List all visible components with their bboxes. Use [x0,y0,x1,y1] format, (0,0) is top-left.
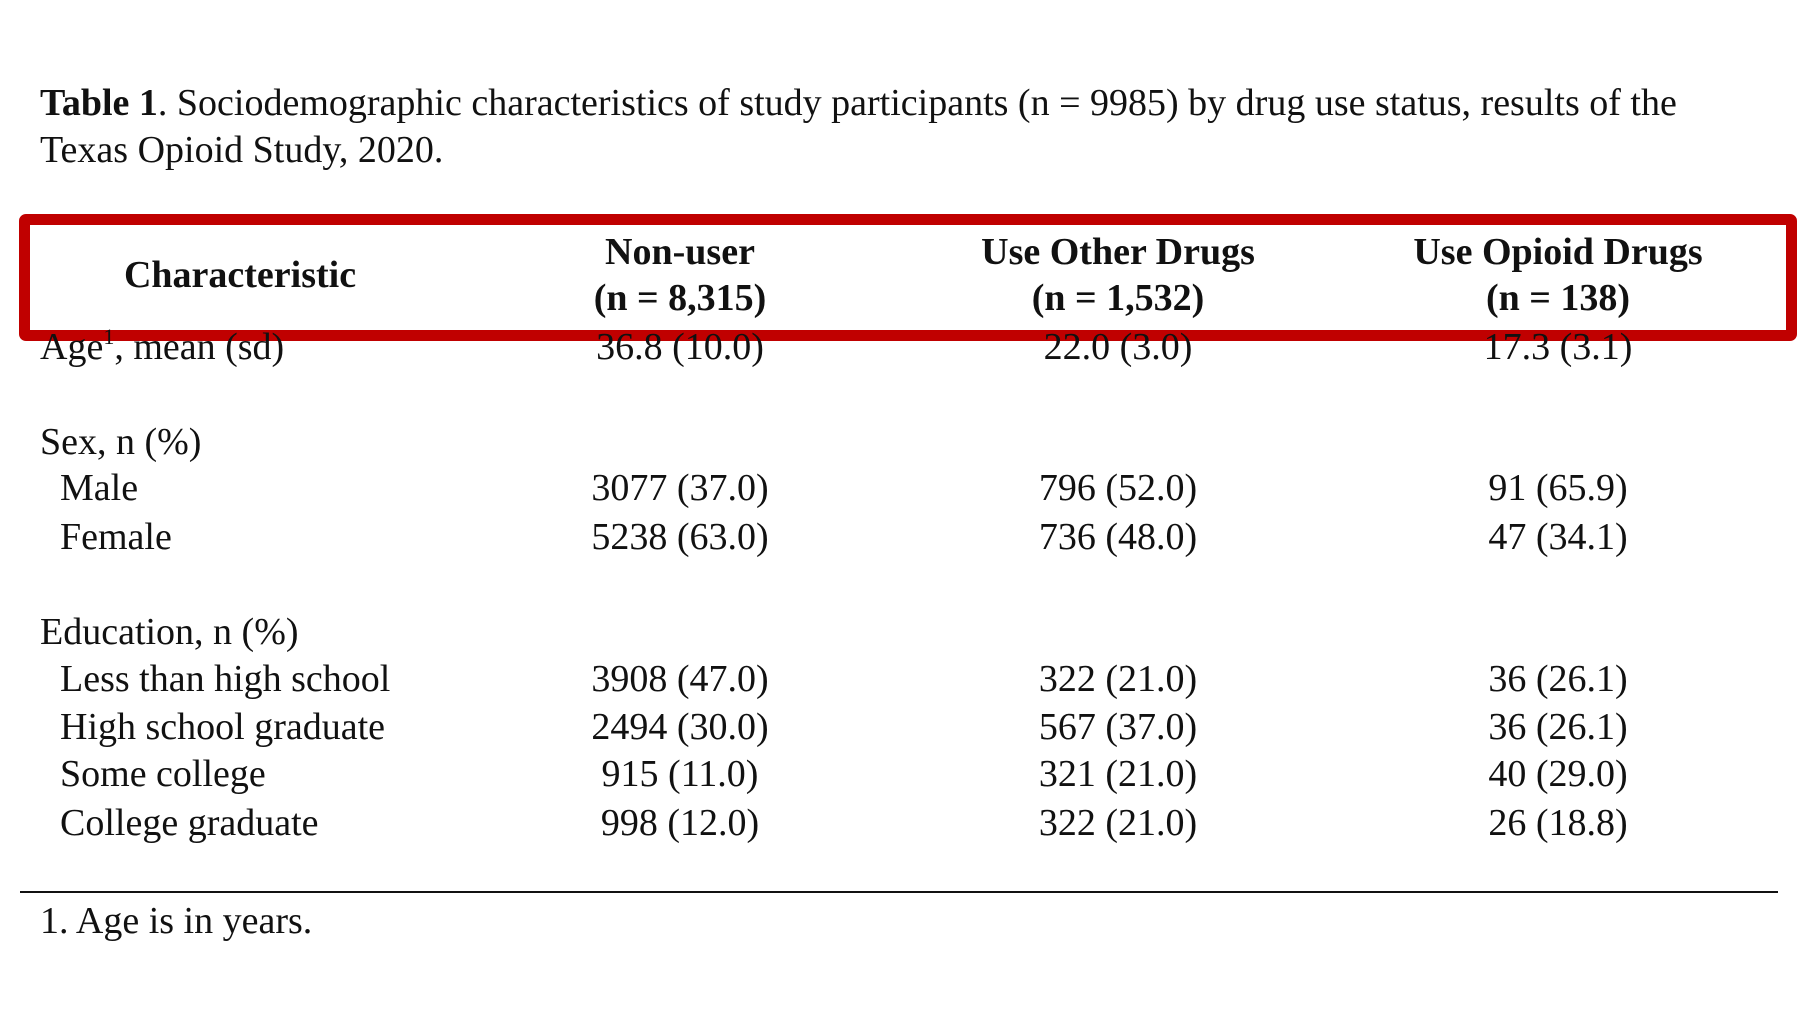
section-sex-heading: Sex, n (%) [40,421,202,463]
row-some-college-opioid-drugs: 40 (29.0) [1488,753,1628,795]
header-col-other-drugs-title: Use Other Drugs [981,231,1255,273]
row-age-label-post: , mean (sd) [114,326,285,368]
row-age-footnote-marker: 1 [103,324,115,349]
row-female-nonuser: 5238 (63.0) [591,516,769,558]
row-age-other-drugs: 22.0 (3.0) [1043,326,1193,368]
table-footnote: 1. Age is in years. [40,900,313,942]
row-male-label: Male [60,467,139,509]
section-education-heading: Education, n (%) [40,611,299,653]
row-college-graduate-label: College graduate [60,802,319,844]
table-caption: Table 1. Sociodemographic characteristic… [40,80,1760,174]
header-characteristic: Characteristic [60,252,420,298]
table-caption-label: Table 1 [40,82,158,124]
header-highlight-box [19,214,1797,341]
row-high-school-graduate-other-drugs: 567 (37.0) [1038,706,1198,748]
row-age-label-pre: Age [40,326,104,368]
header-col-nonuser: Non-user (n = 8,315) [480,229,880,321]
row-male-opioid-drugs: 91 (65.9) [1488,467,1628,509]
row-male-nonuser: 3077 (37.0) [591,467,769,509]
header-col-opioid-drugs: Use Opioid Drugs (n = 138) [1358,229,1758,321]
row-some-college-nonuser: 915 (11.0) [601,753,759,795]
row-female-label: Female [60,516,172,558]
row-high-school-graduate-label: High school graduate [60,706,386,748]
row-less-than-high-school-opioid-drugs: 36 (26.1) [1488,658,1628,700]
row-age-opioid-drugs: 17.3 (3.1) [1483,326,1633,368]
header-col-nonuser-n: (n = 8,315) [593,277,767,319]
row-college-graduate-other-drugs: 322 (21.0) [1038,802,1198,844]
row-male-other-drugs: 796 (52.0) [1038,467,1198,509]
row-female-opioid-drugs: 47 (34.1) [1488,516,1628,558]
row-college-graduate-nonuser: 998 (12.0) [600,802,760,844]
header-col-other-drugs-n: (n = 1,532) [1031,277,1205,319]
row-less-than-high-school-other-drugs: 322 (21.0) [1038,658,1198,700]
row-age-label: Age1, mean (sd) [40,324,284,370]
row-age-nonuser: 36.8 (10.0) [596,326,764,368]
header-col-opioid-drugs-title: Use Opioid Drugs [1413,231,1703,273]
row-college-graduate-opioid-drugs: 26 (18.8) [1488,802,1628,844]
table-caption-text: . Sociodemographic characteristics of st… [40,82,1677,171]
row-less-than-high-school-label: Less than high school [60,658,391,700]
row-high-school-graduate-nonuser: 2494 (30.0) [591,706,769,748]
row-female-other-drugs: 736 (48.0) [1038,516,1198,558]
header-col-nonuser-title: Non-user [605,231,755,273]
row-high-school-graduate-opioid-drugs: 36 (26.1) [1488,706,1628,748]
row-some-college-label: Some college [60,753,266,795]
header-characteristic-label: Characteristic [123,254,357,296]
header-col-other-drugs: Use Other Drugs (n = 1,532) [918,229,1318,321]
row-less-than-high-school-nonuser: 3908 (47.0) [591,658,769,700]
table-bottom-rule [20,891,1778,893]
header-col-opioid-drugs-n: (n = 138) [1485,277,1631,319]
row-some-college-other-drugs: 321 (21.0) [1038,753,1198,795]
